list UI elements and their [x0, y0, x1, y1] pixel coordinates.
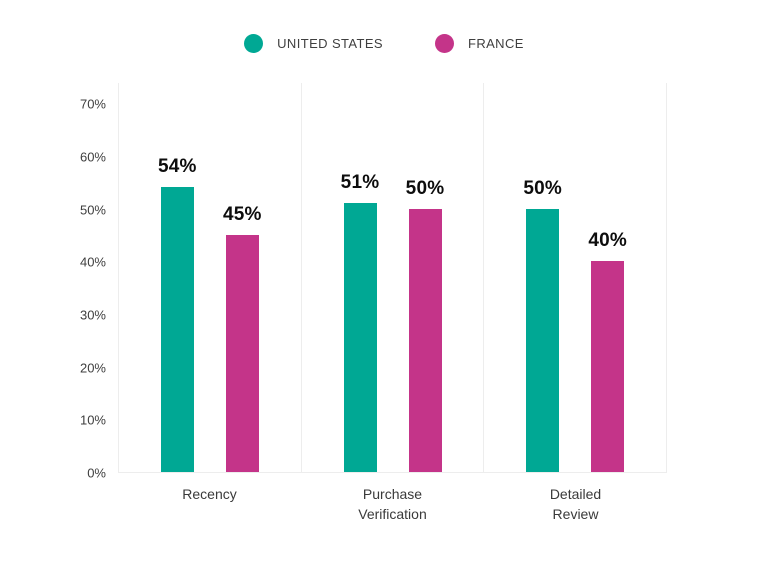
bar-france-purchase-verification: 50% — [406, 178, 444, 472]
panel-detailed-review: 50% 40% — [483, 83, 666, 472]
x-category-label-detailed-review: Detailed Review — [549, 486, 602, 523]
panel-recency: 54% 45% — [119, 83, 301, 472]
bar-value-label: 50% — [405, 177, 445, 199]
bar-value-label: 50% — [523, 177, 562, 199]
y-tick-label-20: 20% — [79, 360, 106, 376]
y-tick-label-30: 30% — [79, 307, 106, 323]
y-tick-label-50: 50% — [79, 202, 106, 217]
bar-united-states-purchase-verification: 51% — [341, 172, 379, 472]
bar-value-label: 54% — [158, 156, 197, 178]
panel-purchase-verification: 51% 50% — [300, 83, 484, 472]
legend-circle-icon — [434, 34, 454, 53]
legend-item-united-states: UNITED STATES — [244, 34, 383, 53]
y-tick-label-10: 10% — [79, 412, 106, 428]
bar-value-label: 51% — [340, 172, 380, 194]
y-tick-label-0: 0% — [87, 465, 106, 481]
y-tick-label-70: 70% — [79, 96, 106, 112]
x-axis: Recency Purchase Verification Detailed Rev… — [118, 484, 667, 525]
y-tick-label-40: 40% — [79, 254, 106, 270]
chart-legend: UNITED STATES FRANCE — [0, 34, 768, 53]
bar-value-label: 40% — [588, 230, 627, 252]
y-tick-label-60: 60% — [79, 149, 106, 165]
bar-value-label: 45% — [223, 203, 262, 225]
bar-united-states-recency: 54% — [158, 156, 196, 472]
legend-circle-icon — [244, 34, 264, 53]
x-category-label-purchase-verification: Purchase Verification — [358, 486, 427, 523]
plot-area: 54% 45% 51% 50% 50% 40% — [118, 83, 667, 473]
x-category-label-recency: Recency — [182, 486, 237, 502]
legend-item-france: FRANCE — [434, 34, 524, 53]
bar-france-recency: 45% — [223, 204, 261, 472]
y-axis: 0% 10% 20% 30% 40% 50% 60% 70% — [0, 83, 106, 480]
legend-item-label: UNITED STATES — [277, 36, 383, 51]
legend-item-label: FRANCE — [467, 36, 524, 51]
bar-united-states-detailed-review: 50% — [523, 178, 562, 472]
bar-france-detailed-review: 40% — [588, 230, 627, 472]
